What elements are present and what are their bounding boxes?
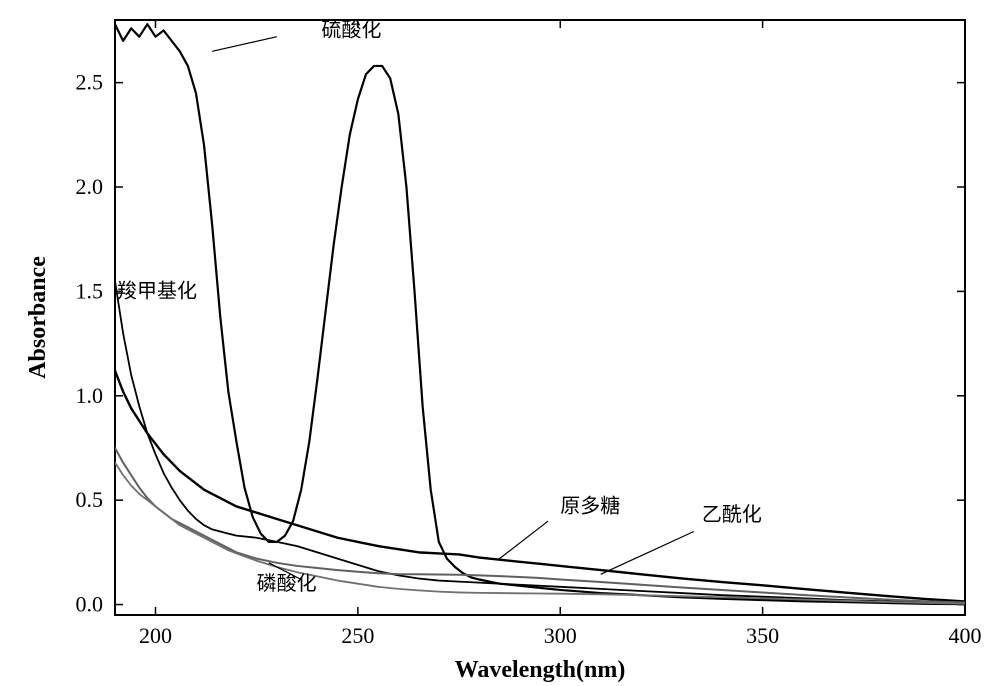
y-tick-label: 1.0: [76, 383, 104, 408]
series-label-carboxymethylated: 羧甲基化: [117, 279, 197, 302]
y-tick-label: 1.5: [76, 278, 104, 303]
x-tick-label: 200: [139, 623, 172, 648]
y-tick-label: 0.0: [76, 592, 104, 617]
series-label-acetylated: 乙酰化: [702, 503, 762, 526]
spectrum-chart: 200 250 300 350 400 0.0 0.5 1.0 1.5 2.0 2.5 Wavelen…: [0, 0, 1000, 686]
x-tick-label: 300: [544, 623, 577, 648]
series-label-phosphorylated: 磷酸化: [257, 572, 317, 595]
y-tick-label: 0.5: [76, 487, 104, 512]
y-axis-label: Absorbance: [25, 256, 51, 379]
series-label-original: 原多糖: [560, 495, 620, 518]
x-tick-label: 350: [746, 623, 779, 648]
chart-svg: 200 250 300 350 400 0.0 0.5 1.0 1.5 2.0 2.5 Wavelen…: [0, 0, 1000, 686]
x-tick-label: 400: [949, 623, 982, 648]
x-tick-label: 250: [341, 623, 374, 648]
x-axis-label: Wavelength(nm): [455, 657, 626, 683]
y-tick-label: 2.5: [76, 70, 104, 95]
series-label-sulfated: 硫酸化: [321, 19, 381, 42]
y-tick-label: 2.0: [76, 174, 104, 199]
